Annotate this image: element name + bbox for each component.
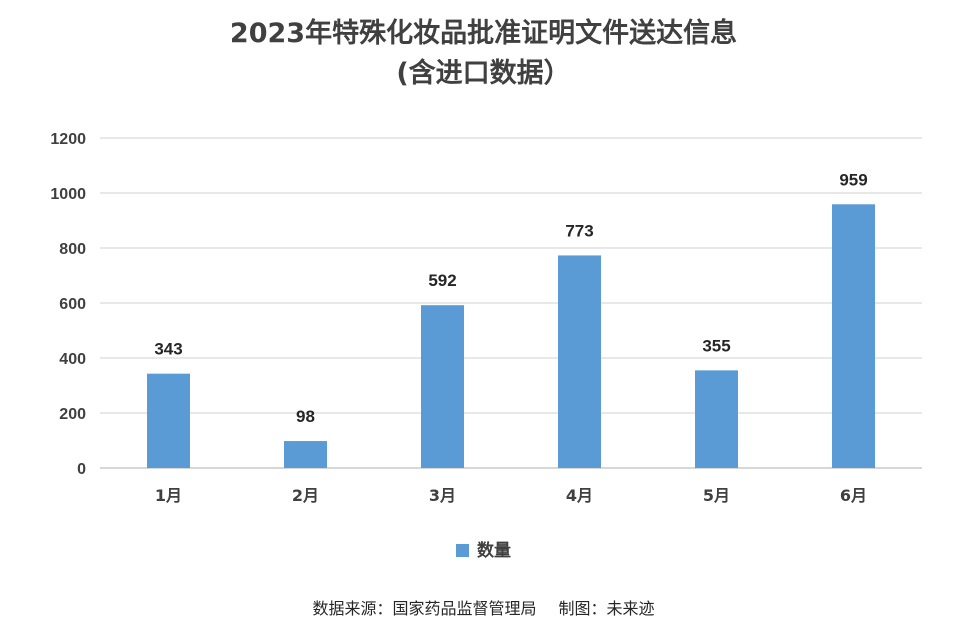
legend-swatch xyxy=(456,544,469,557)
y-tick-label: 400 xyxy=(59,351,86,368)
data-label: 959 xyxy=(839,170,867,189)
data-label: 592 xyxy=(428,271,456,290)
x-tick-label: 2月 xyxy=(292,486,319,505)
bar xyxy=(695,370,738,468)
x-tick-label: 3月 xyxy=(429,486,456,505)
bar xyxy=(147,373,190,468)
y-tick-label: 800 xyxy=(59,241,86,258)
bar xyxy=(421,305,464,468)
y-tick-label: 200 xyxy=(59,406,86,423)
x-tick-label: 4月 xyxy=(566,486,593,505)
data-label: 773 xyxy=(565,221,593,240)
chart-title-line-2: (含进口数据） xyxy=(396,58,571,89)
data-label: 355 xyxy=(702,336,730,355)
y-tick-label: 600 xyxy=(59,296,86,313)
bars xyxy=(147,204,875,468)
legend: 数量 xyxy=(0,536,967,561)
footer-source: 数据来源：国家药品监督管理局 xyxy=(312,599,537,618)
x-tick-label: 1月 xyxy=(155,486,182,505)
footer: 数据来源：国家药品监督管理局 制图：未来迹 xyxy=(0,595,967,619)
footer-maker: 制图：未来迹 xyxy=(558,599,655,618)
y-tick-label: 1000 xyxy=(50,186,86,203)
y-axis-ticks: 0 200 400 600 800 1000 1200 xyxy=(50,131,86,478)
data-labels: 343 98 592 773 355 959 xyxy=(154,170,867,426)
data-label: 98 xyxy=(296,407,315,426)
x-tick-label: 5月 xyxy=(703,486,730,505)
x-tick-label: 6月 xyxy=(840,486,867,505)
data-label: 343 xyxy=(154,340,182,359)
bar xyxy=(832,204,875,468)
x-axis-labels: 1月 2月 3月 4月 5月 6月 xyxy=(155,486,867,505)
bar xyxy=(284,441,327,468)
gridlines xyxy=(100,137,922,469)
chart-title: 2023年特殊化妆品批准证明文件送达信息 (含进口数据） xyxy=(0,14,967,94)
legend-label: 数量 xyxy=(477,541,511,561)
y-tick-label: 0 xyxy=(77,461,86,478)
y-tick-label: 1200 xyxy=(50,131,86,148)
bar xyxy=(558,255,601,468)
chart-title-line-1: 2023年特殊化妆品批准证明文件送达信息 xyxy=(229,18,738,49)
